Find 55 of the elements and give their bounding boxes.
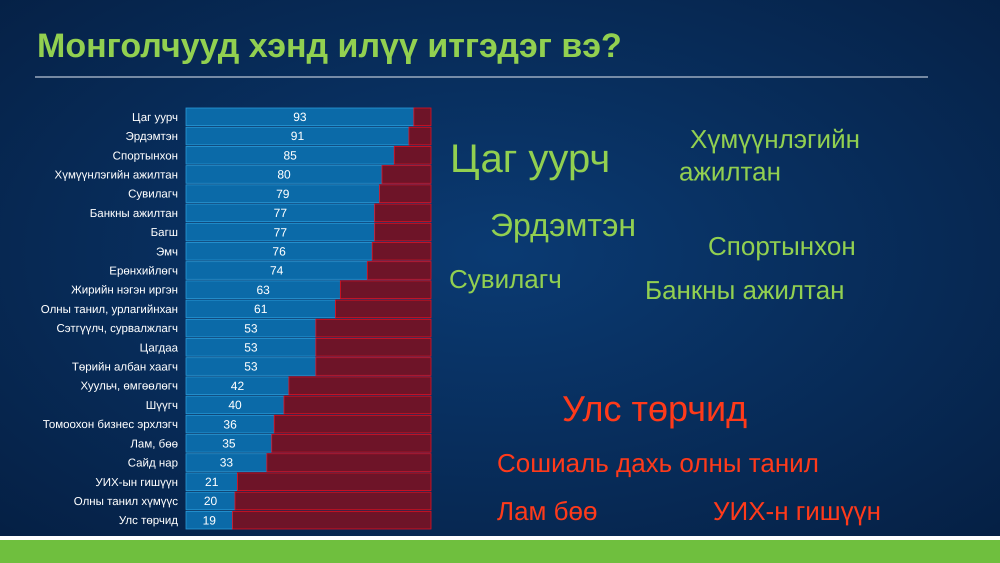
data-label: 20 xyxy=(204,494,218,508)
text: Хүмүүнлэгийн ажилтан xyxy=(679,124,860,186)
y-tick-label: Эмч xyxy=(156,246,178,258)
data-label: 79 xyxy=(276,186,290,201)
data-label: 53 xyxy=(244,340,258,355)
data-label: 61 xyxy=(254,302,268,316)
data-label: 63 xyxy=(256,282,270,297)
y-tick-label: Хүмүүнлэгийн ажилтан xyxy=(54,169,178,182)
y-tick-label: Сэтгүүлч, сурвалжлагч xyxy=(56,323,178,336)
data-label: 77 xyxy=(274,206,288,220)
data-label: 33 xyxy=(220,456,234,470)
y-tick-label: Жирийн нэгэн иргэн xyxy=(71,284,178,297)
data-label: 93 xyxy=(293,110,307,124)
data-label: 53 xyxy=(244,321,258,336)
y-tick-label: Багш xyxy=(150,227,178,240)
y-tick-label: Улс төрчид xyxy=(118,515,178,528)
y-tick-label: Спортынхон xyxy=(112,150,178,162)
y-tick-label: Олны танил, урлагийнхан xyxy=(40,304,178,316)
text: Сувилагч xyxy=(449,264,562,294)
data-label: 35 xyxy=(222,436,236,451)
text: УИХ-н гишүүн xyxy=(713,496,882,526)
chart-title: Монголчууд хэнд илүү итгэдэг вэ? xyxy=(37,27,622,65)
y-tick-label: Олны танил хүмүүс xyxy=(74,496,178,508)
y-tick-label: Сувилагч xyxy=(128,188,178,201)
data-label: 42 xyxy=(230,378,244,393)
text: Спортынхон xyxy=(708,231,856,261)
y-tick-label: Сайд нар xyxy=(128,458,178,470)
y-tick-label: Хуульч, өмгөөлөгч xyxy=(80,380,178,393)
data-label: 85 xyxy=(283,148,298,162)
data-label: 77 xyxy=(274,225,288,240)
data-label: 36 xyxy=(223,417,238,432)
data-label: 53 xyxy=(244,360,258,374)
data-label: 21 xyxy=(205,474,219,489)
text: Банкны ажилтан xyxy=(645,275,845,305)
data-label: 80 xyxy=(277,168,291,182)
text: Цаг уурч xyxy=(450,137,610,181)
data-label: 91 xyxy=(290,129,304,144)
y-tick-label: Томоохон бизнес эрхлэгч xyxy=(42,419,178,432)
y-tick-label: Ерөнхийлөгч xyxy=(109,266,178,278)
text: Лам бөө xyxy=(497,496,598,526)
data-label: 76 xyxy=(272,244,286,258)
y-tick-label: Төрийн албан хаагч xyxy=(72,362,178,374)
text: Сошиаль дахь олны танил xyxy=(497,448,819,478)
y-tick-label: УИХ-ын гишүүн xyxy=(95,476,178,489)
data-label: 19 xyxy=(202,513,216,528)
text: Улс төрчид xyxy=(562,388,748,429)
y-tick-label: Эрдэмтэн xyxy=(126,131,178,144)
y-tick-label: Лам, бөө xyxy=(130,438,178,450)
y-tick-label: Банкны ажилтан xyxy=(90,208,178,220)
data-label: 74 xyxy=(270,264,284,278)
y-tick-label: Цаг уурч xyxy=(132,112,178,124)
y-tick-label: Цагдаа xyxy=(140,342,179,354)
y-tick-label: Шүүгч xyxy=(146,400,178,412)
text: Эрдэмтэн xyxy=(490,207,636,243)
data-label: 40 xyxy=(228,398,242,412)
